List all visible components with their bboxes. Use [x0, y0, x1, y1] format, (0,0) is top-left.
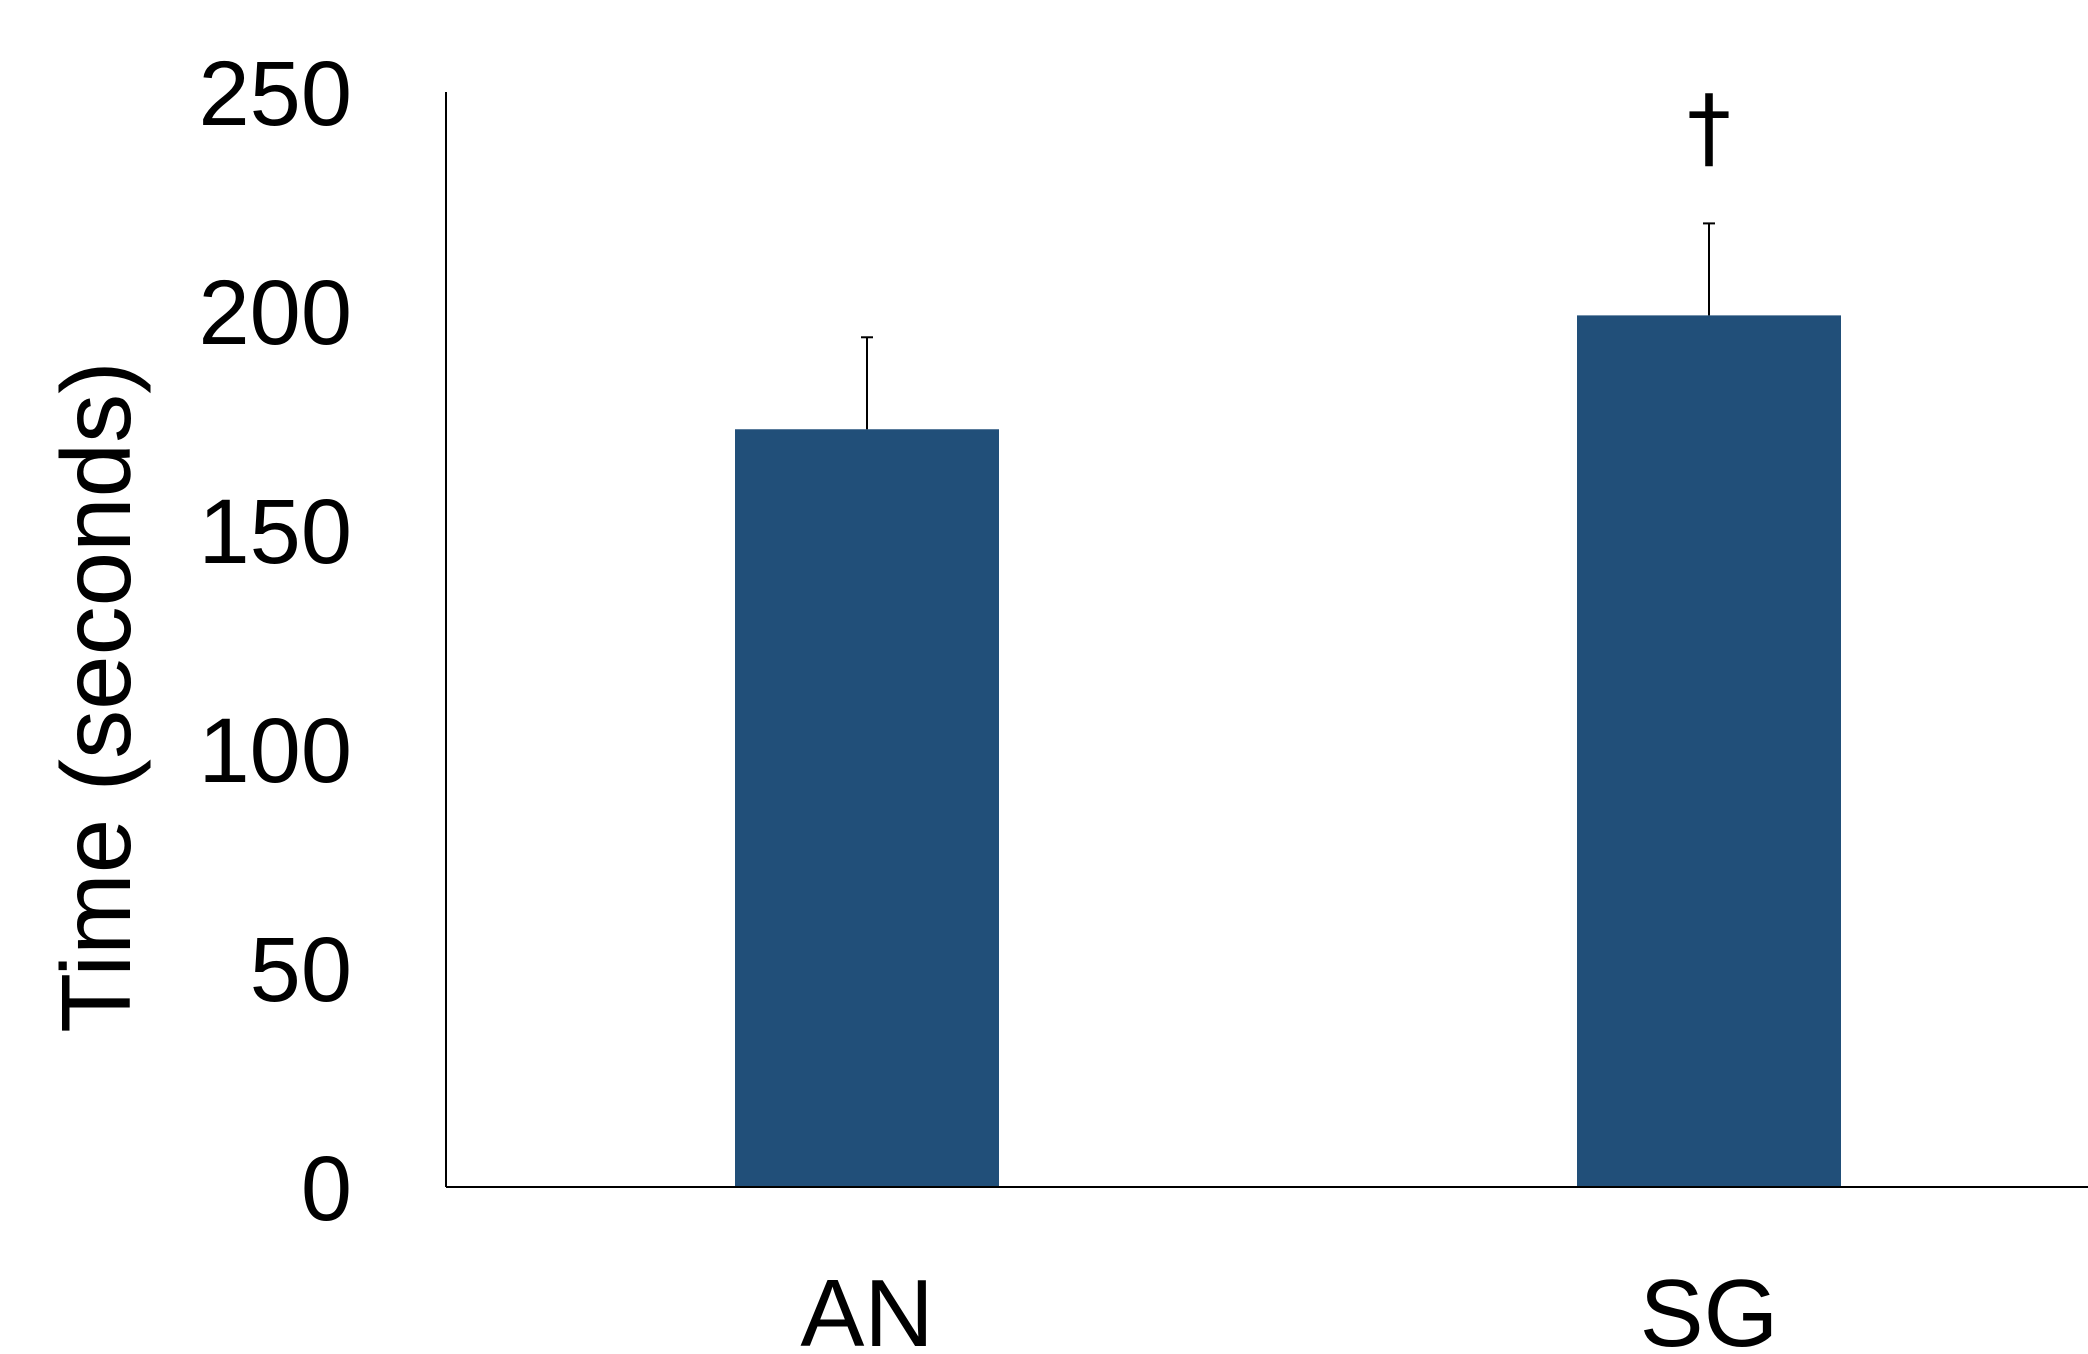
bar-an	[735, 429, 999, 1187]
y-tick-label: 0	[301, 1138, 352, 1240]
significance-marker: †	[1687, 75, 1731, 178]
y-tick-label: 200	[199, 262, 353, 364]
y-axis-title: Time (seconds)	[41, 361, 151, 1033]
bar-sg	[1577, 315, 1841, 1187]
x-tick-label: AN	[800, 1260, 933, 1354]
y-tick-label: 150	[199, 481, 353, 583]
y-tick-label: 100	[199, 700, 353, 802]
x-tick-label: SG	[1640, 1260, 1779, 1354]
y-tick-label: 250	[199, 43, 353, 145]
y-tick-label: 50	[250, 919, 352, 1021]
